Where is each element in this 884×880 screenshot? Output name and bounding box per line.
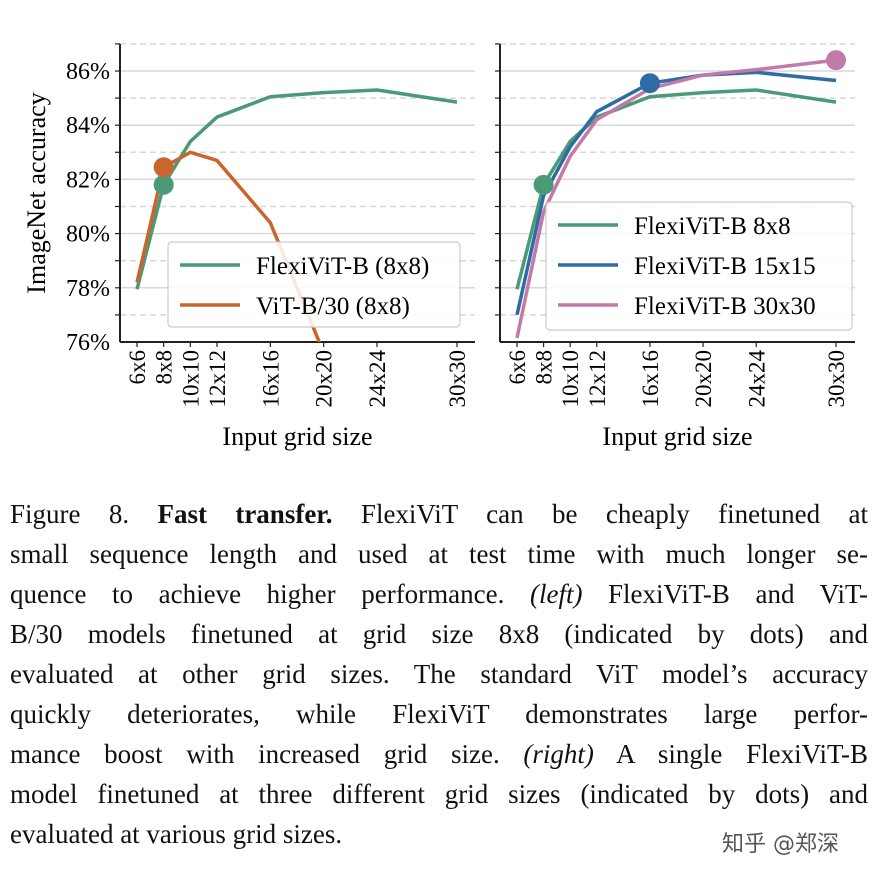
x-tick-label: 16x16 (638, 350, 663, 408)
y-tick-label: 86% (66, 59, 110, 85)
y-tick-label: 82% (66, 167, 110, 193)
caption-line: evaluated at various grid sizes. (10, 817, 868, 851)
legend-label: FlexiViT-B 8x8 (634, 213, 791, 240)
x-tick-label: 20x20 (312, 350, 337, 408)
legend: FlexiViT-B (8x8) ViT-B/30 (8x8) (167, 241, 461, 328)
caption-text: A single FlexiViT-B (593, 739, 868, 769)
x-tick-label: 24x24 (365, 350, 390, 408)
x-tick-label: 8x8 (152, 350, 177, 385)
legend-label: FlexiViT-B 30x30 (634, 293, 816, 320)
caption-text: evaluated at various grid sizes. (10, 819, 343, 849)
x-tick-label: 10x10 (558, 350, 583, 408)
caption-bold-text: Fast transfer. (157, 499, 333, 529)
caption-text: mance boost with increased grid size. (10, 739, 524, 769)
finetune-dot (826, 50, 846, 71)
legend-box (545, 201, 853, 331)
x-tick-label: 16x16 (258, 350, 283, 408)
caption-text: quence to achieve higher performance. (10, 579, 530, 609)
panel-left: 76% 78% 80% 82% 84% 86% ImageNet accuracy 6x6 8x… (22, 43, 475, 451)
x-tick-label: 30x30 (445, 350, 470, 408)
caption-line: quence to achieve higher performance. (l… (10, 577, 868, 611)
panel-right: 6x6 8x8 10x10 12x12 16x16 20x20 24x24 30x30 Inpu… (495, 43, 855, 451)
caption-italic-text: (right) (523, 739, 594, 769)
caption-line: quickly deteriorates, while FlexiViT dem… (10, 697, 868, 731)
x-axis-label: Input grid size (222, 422, 372, 451)
caption-line: model finetuned at three different grid … (10, 777, 868, 811)
caption-text: FlexiViT can be cheaply finetuned at (332, 499, 868, 529)
legend-label: FlexiViT-B (8x8) (256, 253, 429, 280)
finetune-dot (533, 174, 554, 195)
caption-text: quickly deteriorates, while FlexiViT dem… (10, 699, 868, 729)
finetune-dot (153, 157, 174, 178)
x-tick-label: 30x30 (824, 350, 849, 408)
legend-label: ViT-B/30 (8x8) (256, 293, 410, 320)
caption-line: evaluated at other grid sizes. The stand… (10, 657, 868, 691)
finetune-dot (639, 73, 660, 94)
watermark: 知乎 @郑深 (722, 832, 839, 857)
x-tick-label: 10x10 (178, 350, 203, 408)
caption-italic-text: (left) (529, 579, 583, 609)
x-tick-label: 12x12 (585, 350, 610, 408)
caption-text: small sequence length and used at test t… (10, 539, 868, 569)
y-tick-label: 80% (66, 222, 110, 248)
y-tick-label: 76% (66, 330, 110, 356)
caption-text: FlexiViT-B and ViT- (582, 579, 868, 609)
y-axis-label: ImageNet accuracy (22, 92, 51, 293)
x-axis-label: Input grid size (602, 422, 752, 451)
x-tick-label: 24x24 (744, 350, 769, 408)
legend: FlexiViT-B 8x8 FlexiViT-B 15x15 FlexiViT-B… (545, 201, 853, 331)
y-tick-label: 78% (66, 276, 110, 302)
caption-text: Figure 8. (10, 499, 158, 529)
finetune-dot (153, 174, 174, 195)
legend-box (167, 241, 461, 328)
x-tick-label: 12x12 (205, 350, 230, 408)
y-tick-label: 84% (66, 113, 110, 139)
x-tick-label: 20x20 (691, 350, 716, 408)
x-tick-label: 6x6 (125, 350, 150, 385)
caption-line: mance boost with increased grid size. (r… (10, 737, 868, 771)
x-tick-label: 6x6 (505, 350, 530, 385)
caption-line: Figure 8. Fast transfer. FlexiViT can be… (10, 497, 868, 531)
caption-text: B/30 models finetuned at grid size 8x8 (… (10, 619, 868, 649)
caption-text: model finetuned at three different grid … (10, 779, 868, 809)
caption-text: evaluated at other grid sizes. The stand… (10, 659, 868, 689)
caption-line: B/30 models finetuned at grid size 8x8 (… (10, 617, 868, 651)
caption-line: small sequence length and used at test t… (10, 537, 868, 571)
legend-label: FlexiViT-B 15x15 (634, 253, 816, 280)
x-tick-label: 8x8 (532, 350, 557, 385)
